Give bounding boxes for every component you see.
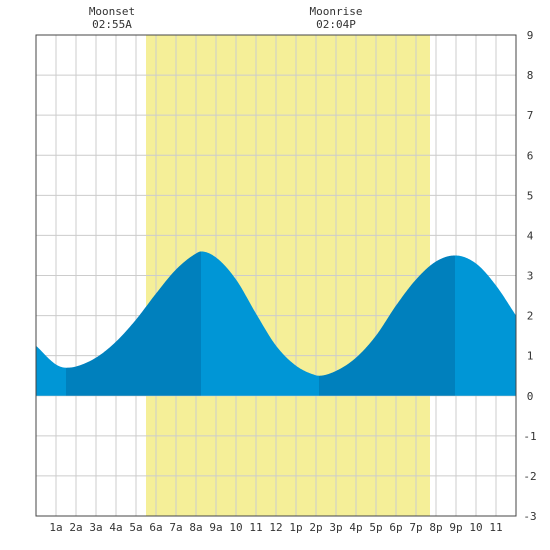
rising-tide-segment	[319, 255, 455, 396]
x-tick-label: 3a	[89, 521, 102, 534]
moonrise-label: Moonrise	[310, 5, 363, 18]
falling-tide-segment	[36, 345, 66, 396]
falling-tide-segment	[201, 251, 319, 396]
falling-tide-segment	[455, 255, 516, 396]
x-tick-label: 5a	[129, 521, 142, 534]
x-tick-label: 2p	[309, 521, 322, 534]
x-tick-label: 5p	[369, 521, 382, 534]
y-tick-label: 4	[527, 229, 534, 242]
x-tick-label: 12	[269, 521, 282, 534]
x-tick-label: 11	[249, 521, 262, 534]
x-tick-label: 7a	[169, 521, 182, 534]
x-tick-label: 9p	[449, 521, 462, 534]
rising-tide-segment	[66, 251, 201, 396]
moonset-time: 02:55A	[92, 18, 132, 31]
x-tick-label: 4a	[109, 521, 122, 534]
y-axis-tick-labels: -3 -2 -1 0 1 2 3 4 5 6 7 8 9	[523, 29, 536, 523]
y-tick-label: 7	[527, 109, 534, 122]
chart-frame	[35, 34, 517, 517]
y-tick-label: 8	[527, 69, 534, 82]
y-tick-label: 2	[527, 310, 534, 323]
x-tick-label: 1p	[289, 521, 302, 534]
x-tick-label: 6a	[149, 521, 162, 534]
y-tick-label: 5	[527, 189, 534, 202]
plot-border	[35, 34, 517, 517]
moonset-label: Moonset	[89, 5, 135, 18]
x-tick-label: 3p	[329, 521, 342, 534]
y-tick-label: -3	[523, 510, 536, 523]
x-tick-label: 1a	[49, 521, 62, 534]
x-tick-label: 4p	[349, 521, 362, 534]
x-axis-tick-labels: 1a 2a 3a 4a 5a 6a 7a 8a 9a 10 11 12 1p 2p 3p 4p 5p 6p 7p 8p…	[49, 521, 502, 534]
y-tick-label: -1	[523, 430, 536, 443]
x-tick-label: 8p	[429, 521, 442, 534]
x-tick-label: 10	[469, 521, 482, 534]
x-tick-label: 8a	[189, 521, 202, 534]
x-tick-label: 6p	[389, 521, 402, 534]
x-tick-label: 7p	[409, 521, 422, 534]
x-tick-label: 10	[229, 521, 242, 534]
y-tick-label: -2	[523, 470, 536, 483]
y-tick-label: 3	[527, 270, 534, 283]
y-tick-label: 6	[527, 149, 534, 162]
moonrise-time: 02:04P	[316, 18, 356, 31]
y-tick-label: 9	[527, 29, 534, 42]
tide-area	[36, 251, 516, 396]
x-tick-label: 9a	[209, 521, 222, 534]
x-tick-label: 2a	[69, 521, 82, 534]
y-tick-label: 0	[527, 390, 534, 403]
y-tick-label: 1	[527, 350, 534, 363]
x-tick-label: 11	[489, 521, 502, 534]
